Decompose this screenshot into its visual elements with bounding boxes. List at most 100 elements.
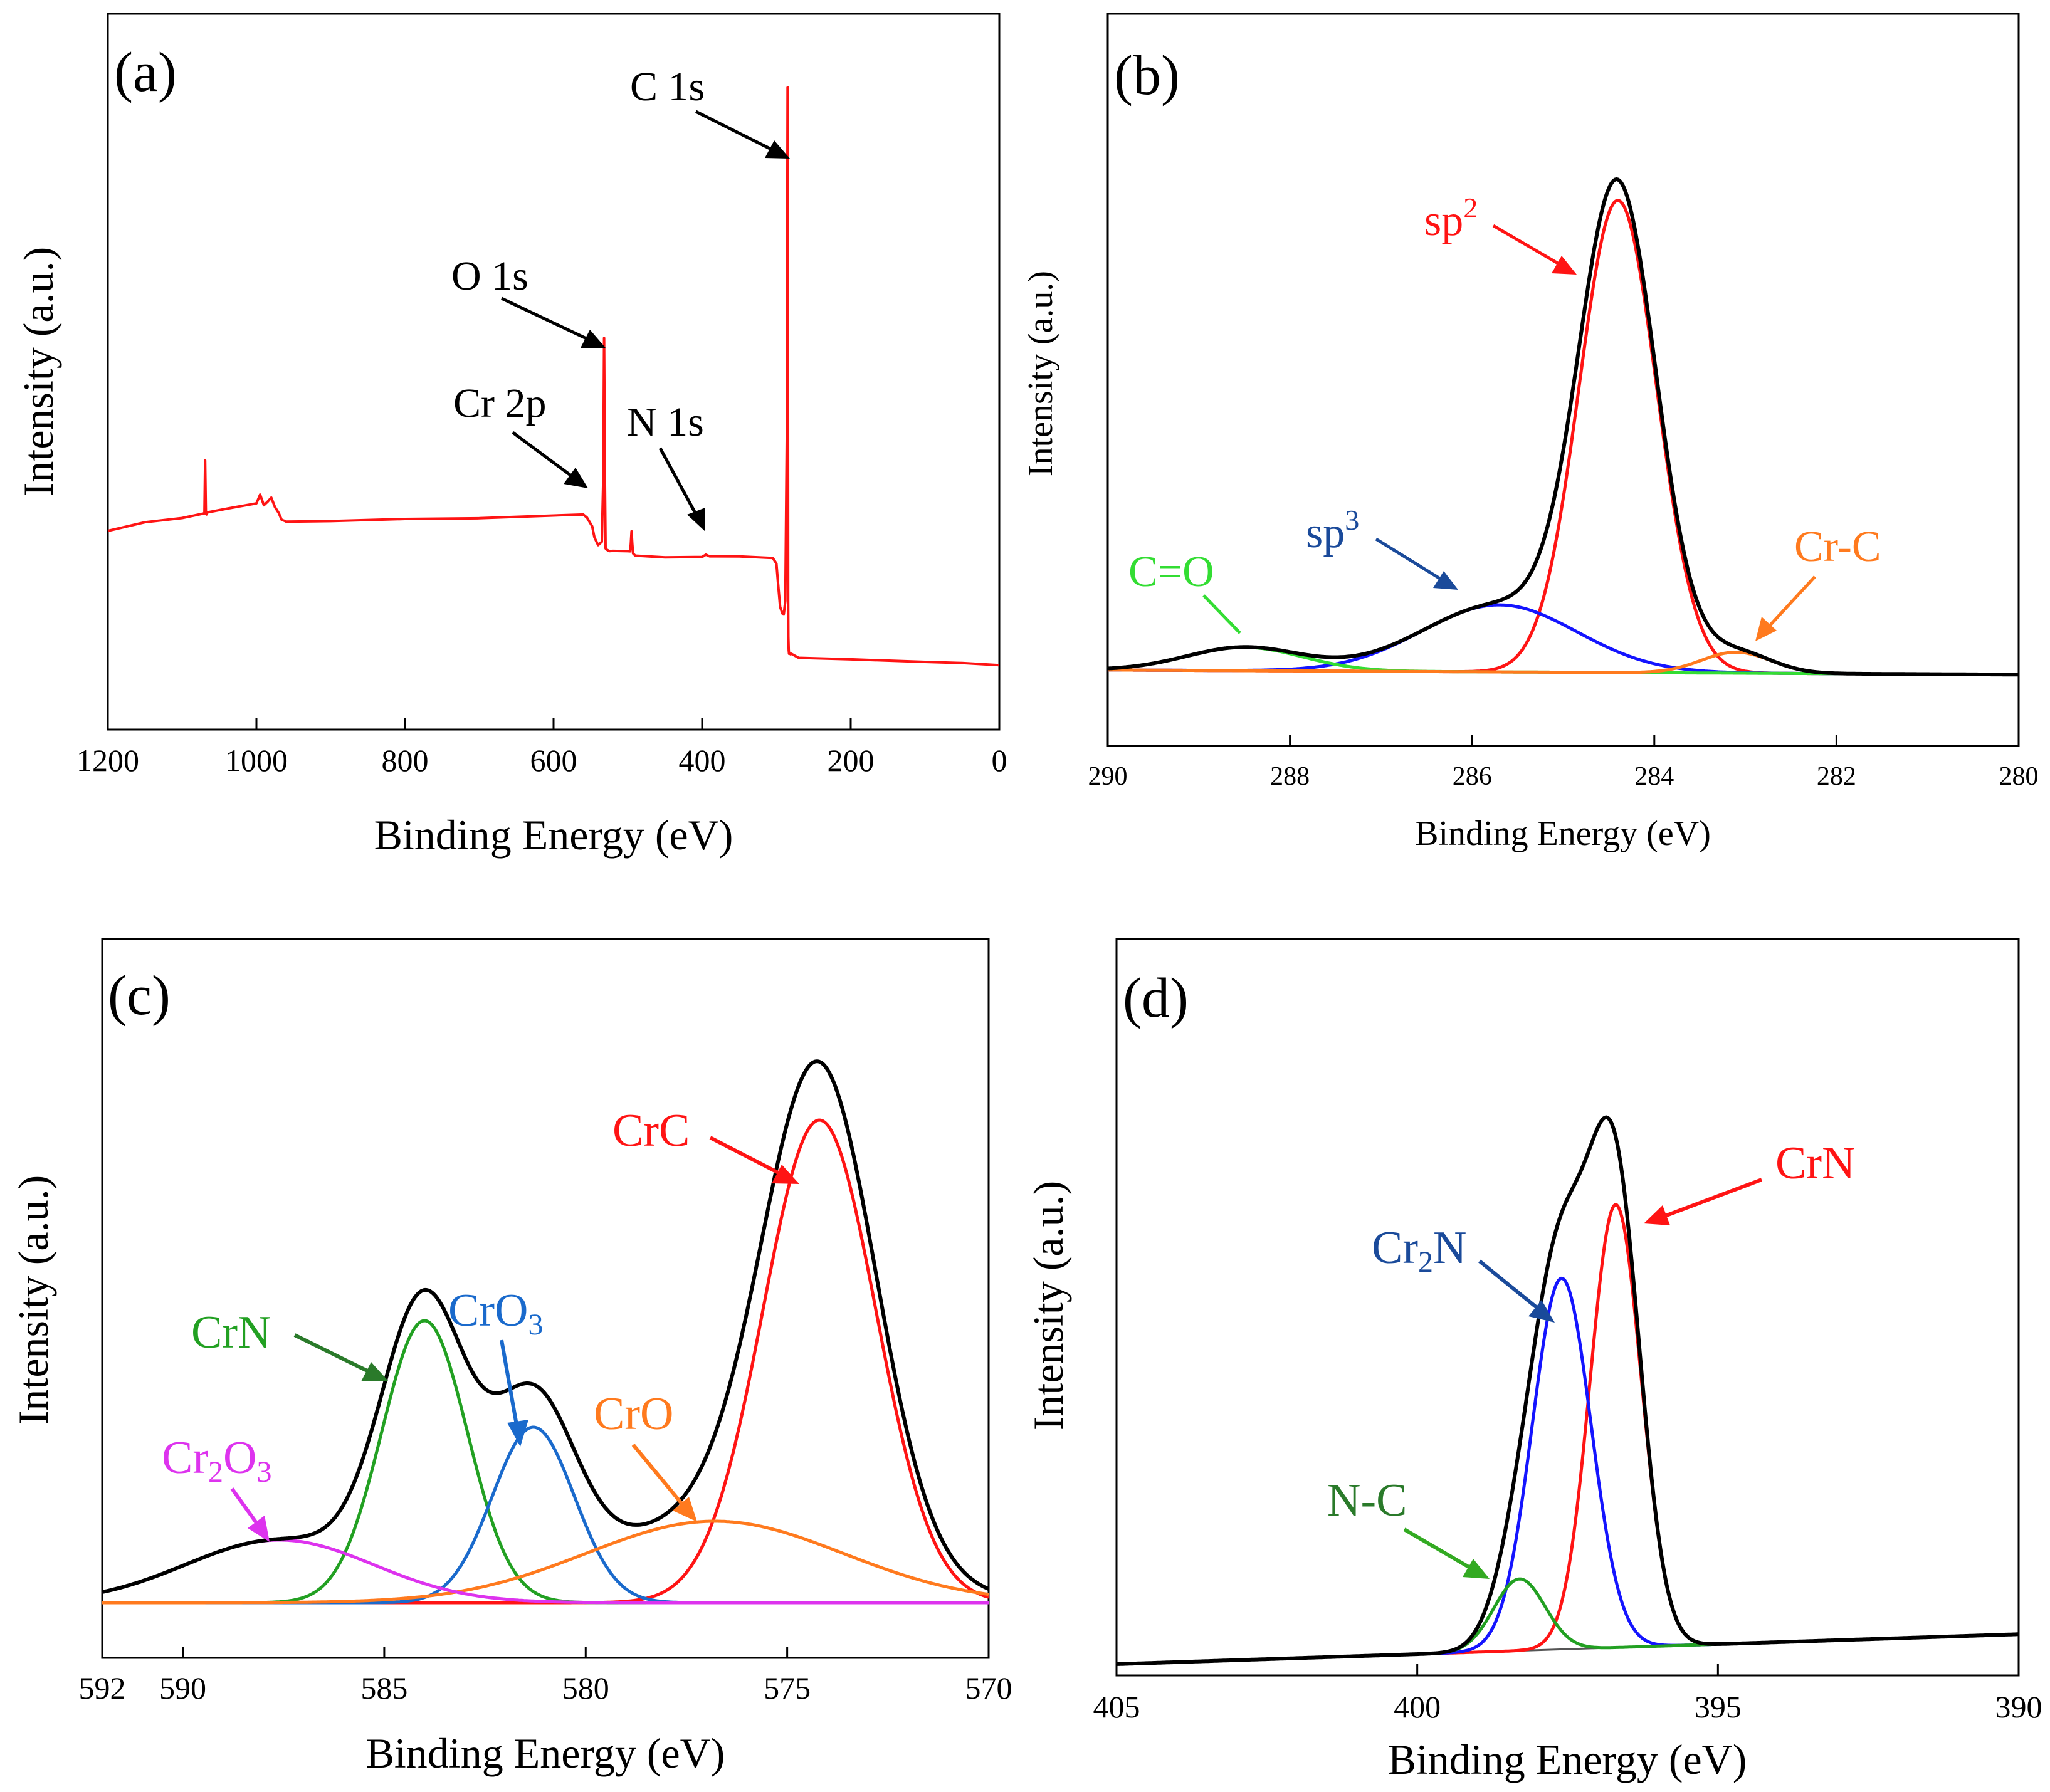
annotation-o1s: O 1s bbox=[451, 253, 528, 299]
panel-b-annotations: sp2 sp3 C=O Cr-C bbox=[1128, 192, 1881, 641]
panel-a-label: (a) bbox=[114, 41, 177, 103]
panel-b-label: (b) bbox=[1114, 45, 1180, 107]
annotation-cr2p: Cr 2p bbox=[453, 380, 547, 426]
arrow-c1s bbox=[695, 110, 784, 157]
envelope-curve bbox=[1116, 1115, 2019, 1666]
arrow-co bbox=[1202, 594, 1241, 634]
x-tick-label: 390 bbox=[1995, 1689, 2042, 1724]
annotation-sp3-base: sp bbox=[1306, 509, 1345, 557]
x-tick-label: 600 bbox=[530, 743, 577, 778]
x-tick-label: 282 bbox=[1817, 762, 1856, 791]
annotation-cr2o3-sub2: 3 bbox=[256, 1455, 271, 1489]
arrowhead-cr2n bbox=[1528, 1300, 1555, 1323]
arrowhead-sp2 bbox=[1552, 256, 1577, 275]
annotation-cro3: CrO3 bbox=[448, 1285, 543, 1341]
panel-a-x-ticks: 1200 1000 800 600 400 200 0 bbox=[76, 718, 1007, 778]
arrow-n1s bbox=[658, 447, 703, 525]
x-tick-label: 286 bbox=[1453, 762, 1492, 791]
panel-c: 592 590 585 580 575 570 (c) Binding Energy (e… bbox=[9, 938, 1012, 1777]
arrowhead-crc-c bbox=[772, 1165, 799, 1184]
annotation-cr2n-sub: 2 bbox=[1418, 1245, 1433, 1279]
annotation-cr2n-n: N bbox=[1433, 1222, 1466, 1274]
x-tick-label: 1200 bbox=[76, 743, 139, 778]
arrow-crn-c bbox=[293, 1333, 380, 1378]
panel-a-xlabel: Binding Energy (eV) bbox=[374, 811, 733, 859]
panel-d: 405 400 395 390 (d) Binding Energy (eV) Int… bbox=[1024, 938, 2042, 1783]
annotation-cr2o3-sub1: 2 bbox=[208, 1455, 223, 1489]
panel-b: 290 288 286 284 282 280 (b) Binding Energy (e… bbox=[1021, 13, 2039, 853]
arrow-sp2 bbox=[1492, 224, 1570, 271]
panel-a: 1200 1000 800 600 400 200 0 (a) Binding Energy… bbox=[14, 13, 1007, 859]
arrow-crn-d bbox=[1654, 1178, 1763, 1222]
x-tick-label: 0 bbox=[992, 743, 1007, 778]
x-tick-label: 288 bbox=[1270, 762, 1310, 791]
arrow-crc-b bbox=[1760, 575, 1816, 636]
arrowhead-crc-b bbox=[1755, 617, 1777, 641]
annotation-crn-d: CrN bbox=[1775, 1138, 1855, 1189]
panel-b-xlabel: Binding Energy (eV) bbox=[1415, 814, 1711, 853]
arrowhead-cr2p bbox=[564, 468, 588, 488]
arrow-cr2p bbox=[512, 431, 582, 485]
x-tick-label: 590 bbox=[159, 1670, 206, 1706]
annotation-cr2o3-o: O bbox=[223, 1432, 256, 1484]
arrowhead-cr2o3 bbox=[248, 1516, 270, 1542]
x-tick-label: 400 bbox=[679, 743, 726, 778]
annotation-crc-b: Cr-C bbox=[1794, 523, 1881, 571]
arrow-cro bbox=[631, 1444, 691, 1514]
x-tick-label: 405 bbox=[1093, 1689, 1140, 1724]
annotation-c1s: C 1s bbox=[630, 64, 705, 110]
x-tick-label: 570 bbox=[965, 1670, 1012, 1706]
x-tick-label: 200 bbox=[828, 743, 875, 778]
annotation-sp3-sup: 3 bbox=[1345, 504, 1359, 536]
annotation-sp3: sp3 bbox=[1306, 504, 1359, 557]
arrowhead-crn-c bbox=[361, 1362, 389, 1381]
annotation-cr2n-base: Cr bbox=[1372, 1222, 1418, 1274]
annotation-crc-c: CrC bbox=[612, 1105, 690, 1156]
panel-c-x-ticks: 592 590 585 580 575 570 bbox=[79, 1647, 1012, 1706]
arrow-nc bbox=[1403, 1527, 1481, 1575]
component-curve-cro bbox=[102, 1519, 989, 1605]
arrowhead-o1s bbox=[581, 330, 606, 348]
panel-d-annotations: CrN Cr2N N-C bbox=[1327, 1138, 1855, 1579]
panel-b-ylabel: Intensity (a.u.) bbox=[1021, 271, 1060, 476]
panel-d-label: (d) bbox=[1123, 967, 1189, 1029]
x-tick-label: 400 bbox=[1394, 1689, 1441, 1724]
annotation-co: C=O bbox=[1128, 548, 1214, 596]
x-tick-label: 575 bbox=[764, 1670, 811, 1706]
arrow-sp3 bbox=[1375, 537, 1451, 587]
annotation-cro3-sub: 3 bbox=[528, 1308, 543, 1341]
arrowhead-nc bbox=[1463, 1559, 1490, 1579]
annotation-sp2-base: sp bbox=[1424, 197, 1463, 245]
x-tick-label: 592 bbox=[79, 1670, 126, 1706]
panel-c-label: (c) bbox=[108, 965, 171, 1027]
x-tick-label: 1000 bbox=[225, 743, 288, 778]
arrowhead-crn-d bbox=[1644, 1205, 1670, 1225]
arrow-cro3 bbox=[500, 1339, 520, 1436]
x-tick-label: 585 bbox=[360, 1670, 407, 1706]
annotation-cr2n: Cr2N bbox=[1372, 1222, 1466, 1279]
arrow-o1s bbox=[500, 296, 598, 345]
panel-a-ylabel: Intensity (a.u.) bbox=[14, 247, 62, 496]
x-tick-label: 800 bbox=[382, 743, 429, 778]
panel-a-curves bbox=[107, 86, 1000, 667]
panel-d-curves bbox=[1116, 1115, 2019, 1666]
annotation-cr2o3: Cr2O3 bbox=[162, 1432, 271, 1489]
panel-c-ylabel: Intensity (a.u.) bbox=[9, 1175, 57, 1425]
panel-a-annotations: C 1s O 1s Cr 2p N 1s bbox=[451, 64, 790, 532]
annotation-nc: N-C bbox=[1327, 1475, 1407, 1526]
panel-d-xlabel: Binding Energy (eV) bbox=[1388, 1736, 1747, 1783]
x-tick-label: 395 bbox=[1695, 1689, 1742, 1724]
arrowhead-sp3 bbox=[1433, 571, 1458, 590]
annotation-sp2-sup: 2 bbox=[1463, 192, 1478, 224]
arrowhead-n1s bbox=[687, 508, 705, 532]
panel-b-curves bbox=[1107, 177, 2019, 677]
arrowhead-c1s bbox=[765, 140, 790, 159]
envelope-curve bbox=[1107, 177, 2019, 677]
annotation-cro: CrO bbox=[594, 1388, 673, 1440]
panel-b-x-ticks: 290 288 286 284 282 280 bbox=[1088, 735, 2039, 791]
annotation-cr2o3-base: Cr bbox=[162, 1432, 208, 1484]
x-tick-label: 580 bbox=[562, 1670, 609, 1706]
envelope-curve bbox=[102, 1059, 990, 1594]
